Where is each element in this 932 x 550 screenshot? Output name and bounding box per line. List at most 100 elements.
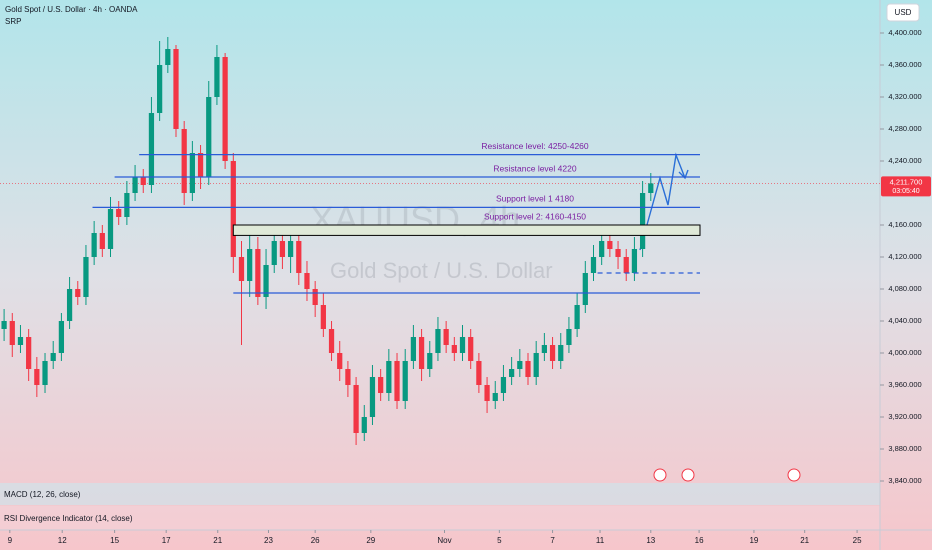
candle-body — [533, 353, 539, 377]
event-icons — [653, 468, 801, 482]
x-tick-label: 17 — [162, 536, 171, 545]
projection-arrowhead — [678, 169, 689, 180]
y-tick-label: 4,120.000 — [888, 252, 921, 261]
candle-body — [116, 209, 122, 217]
candle-body — [484, 385, 490, 401]
x-tick-label: 25 — [853, 536, 862, 545]
y-tick-label: 4,400.000 — [888, 28, 921, 37]
y-tick-label: 3,960.000 — [888, 380, 921, 389]
candle-body — [263, 265, 269, 297]
y-tick-label: 4,240.000 — [888, 156, 921, 165]
x-tick-label: 9 — [8, 536, 13, 545]
candle-body — [255, 249, 261, 297]
candle-body — [361, 417, 367, 433]
candle-body — [107, 209, 114, 249]
watermark-sub: Gold Spot / U.S. Dollar — [330, 258, 553, 283]
x-tick-label: 13 — [646, 536, 655, 545]
macd-pane — [0, 483, 880, 505]
rsi-pane — [0, 506, 880, 530]
x-tick-label: 15 — [110, 536, 119, 545]
level-zone — [232, 224, 701, 236]
candle-body — [189, 153, 195, 193]
price-tag — [881, 176, 931, 197]
candles — [1, 37, 654, 445]
candle-body — [541, 345, 547, 353]
candle-body — [615, 249, 621, 257]
candle-body — [353, 385, 359, 433]
candle-body — [435, 329, 441, 353]
candle-body — [607, 241, 613, 249]
candle-body — [394, 361, 400, 401]
y-tick-label: 4,000.000 — [888, 348, 921, 357]
indicator-label: RSI Divergence Indicator (14, close) — [4, 514, 133, 523]
projection-arrow — [639, 152, 686, 251]
candle-body — [271, 241, 277, 265]
candle-body — [443, 329, 449, 345]
candle-body — [410, 337, 417, 361]
candle-body — [140, 177, 146, 185]
y-tick-label: 4,320.000 — [888, 92, 921, 101]
candle-body — [148, 113, 155, 185]
event-icon[interactable] — [787, 468, 801, 482]
candle-body — [1, 321, 7, 329]
x-tick-label: 23 — [264, 536, 273, 545]
y-tick-label: 3,840.000 — [888, 476, 921, 485]
x-tick-label: 11 — [596, 536, 605, 545]
candle-body — [279, 241, 286, 257]
candle-body — [222, 57, 228, 161]
candle-body — [386, 361, 392, 393]
candle-body — [492, 393, 498, 401]
candle-body — [206, 97, 212, 177]
candle-body — [34, 369, 40, 385]
candle-body — [75, 289, 81, 297]
candle-body — [378, 377, 384, 393]
candle-body — [312, 289, 318, 305]
candle-body — [418, 337, 425, 369]
candle-body — [509, 369, 515, 377]
candle-body — [17, 337, 24, 345]
price-tag-label: 4,211.700 — [890, 177, 923, 186]
x-tick-label: 21 — [800, 536, 809, 545]
currency-label[interactable]: USD — [895, 8, 912, 17]
candle-body — [42, 361, 48, 385]
y-tick-label: 4,080.000 — [888, 284, 921, 293]
x-tick-label: 26 — [311, 536, 320, 545]
candle-body — [517, 361, 523, 369]
x-tick-label: 7 — [550, 536, 555, 545]
candle-body — [173, 49, 179, 129]
candle-body — [320, 305, 326, 329]
candle-body — [287, 241, 294, 257]
candle-body — [402, 361, 408, 401]
candle-body — [296, 241, 302, 273]
x-tick-label: 12 — [58, 536, 67, 545]
x-tick-label: 16 — [695, 536, 704, 545]
event-icon[interactable] — [653, 468, 667, 482]
candle-body — [165, 49, 171, 65]
currency-button[interactable] — [886, 3, 920, 22]
indicator-label: MACD (12, 26, close) — [4, 490, 81, 499]
candle-body — [99, 233, 105, 249]
candle-body — [66, 289, 73, 321]
candle-body — [304, 273, 310, 289]
candle-body — [247, 249, 253, 281]
candle-body — [181, 129, 187, 193]
candle-body — [476, 361, 482, 385]
candle-body — [599, 241, 605, 257]
y-tick-label: 4,280.000 — [888, 124, 921, 133]
y-tick-label: 4,360.000 — [888, 60, 921, 69]
candle-body — [623, 257, 629, 273]
x-tick-label: 19 — [749, 536, 758, 545]
x-tick-label: Nov — [437, 536, 451, 545]
event-icon[interactable] — [681, 468, 695, 482]
candle-body — [500, 377, 507, 393]
candle-body — [566, 329, 572, 345]
candle-body — [91, 233, 97, 257]
candle-body — [50, 353, 56, 361]
candle-body — [631, 249, 638, 273]
candle-body — [83, 257, 89, 297]
candle-body — [639, 193, 646, 249]
candle-body — [525, 361, 531, 377]
candle-body — [328, 329, 335, 353]
